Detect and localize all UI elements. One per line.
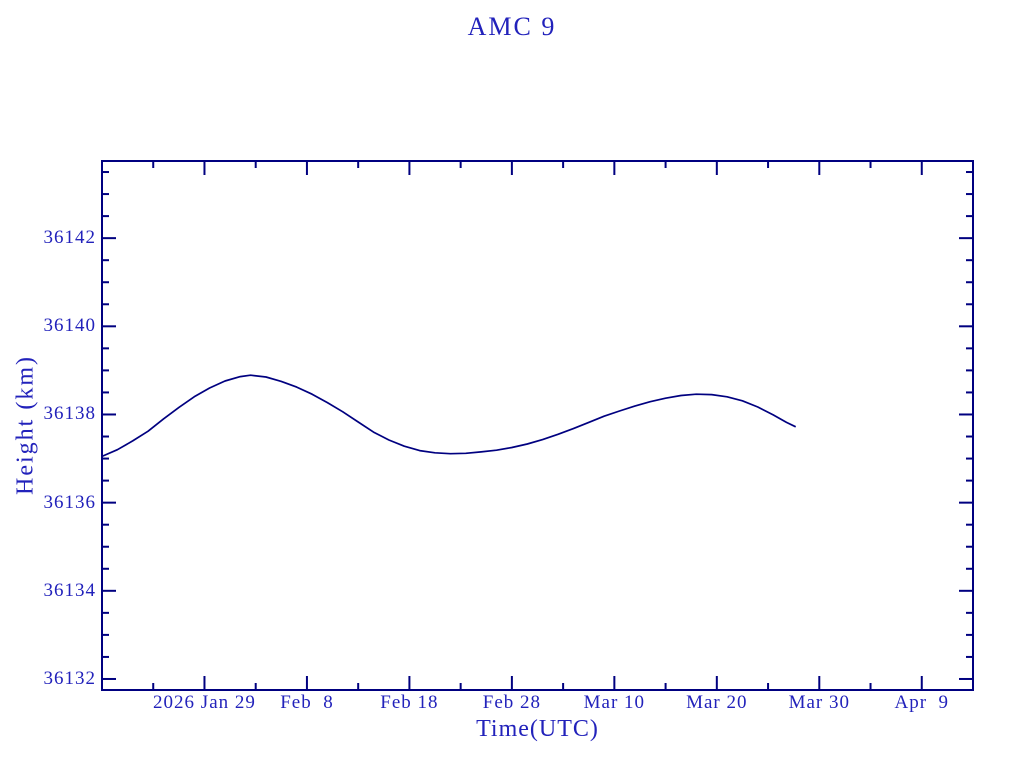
x-tick-label: 2026 Jan 29 xyxy=(153,692,256,713)
x-tick-label: Feb 18 xyxy=(380,692,439,713)
x-axis-title: Time(UTC) xyxy=(476,716,599,742)
x-tick-label: Mar 30 xyxy=(788,692,850,713)
y-tick-label: 36132 xyxy=(43,667,96,689)
x-tick-label: Mar 10 xyxy=(583,692,646,713)
y-tick-label: 36134 xyxy=(43,579,96,601)
y-tick-label: 36138 xyxy=(43,403,96,425)
x-tick-label: Apr 9 xyxy=(894,692,950,713)
plot-border xyxy=(101,160,974,691)
y-tick-label: 36140 xyxy=(43,315,96,337)
x-tick-label: Feb 28 xyxy=(482,692,541,713)
y-tick-label: 36136 xyxy=(43,491,96,513)
x-tick-label: Mar 20 xyxy=(686,692,748,713)
data-curve xyxy=(101,374,797,458)
y-tick-label: 36142 xyxy=(43,227,96,249)
chart-title: AMC 9 xyxy=(467,12,557,41)
x-tick-label: Feb 8 xyxy=(280,692,334,713)
